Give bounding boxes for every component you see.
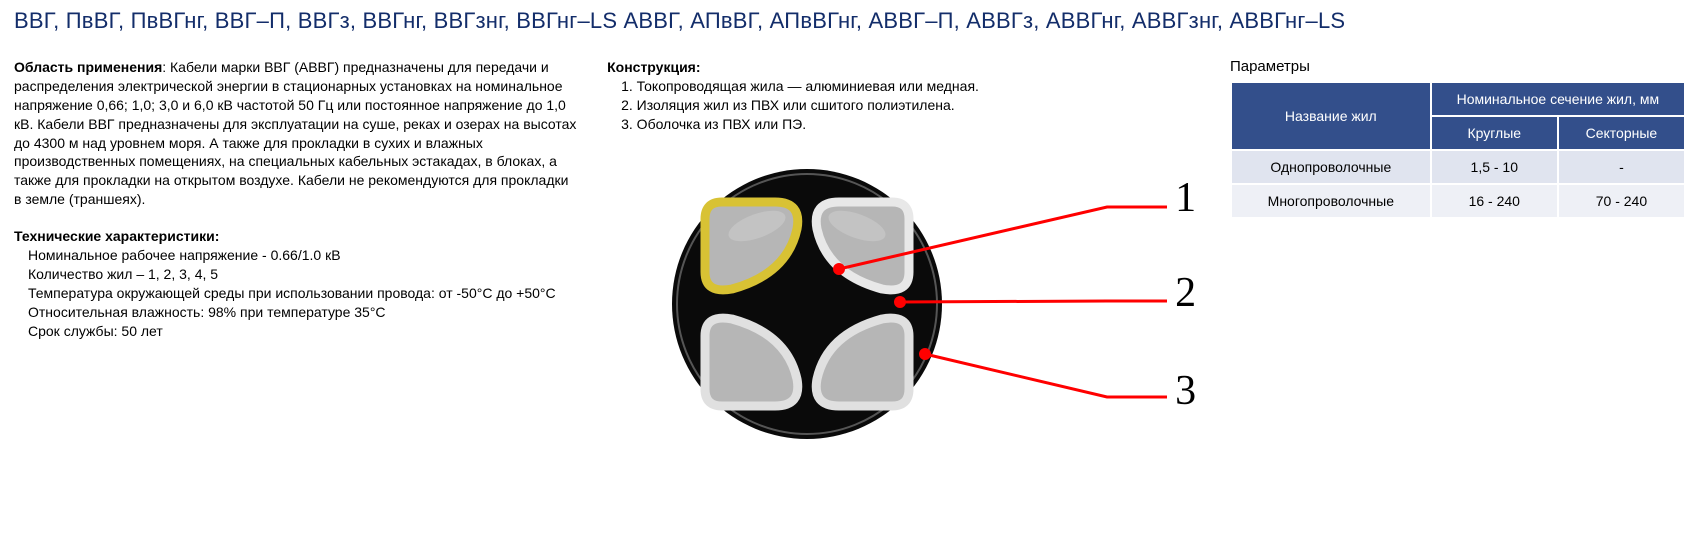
application-label: Область применения — [14, 59, 162, 75]
params-th-sector: Секторные — [1558, 116, 1685, 150]
construction-block: Конструкция: 1. Токопроводящая жила — ал… — [607, 58, 1202, 134]
leader-lines — [607, 154, 1207, 474]
table-row: Многопроволочные 16 - 240 70 - 240 — [1231, 184, 1685, 218]
specs-item: Количество жил – 1, 2, 3, 4, 5 — [28, 265, 579, 284]
params-table: Название жил Номинальное сечение жил, мм… — [1230, 81, 1686, 219]
diagram-label-1: 1 — [1175, 174, 1196, 222]
column-left: Область применения: Кабели марки ВВГ (АВ… — [14, 58, 579, 358]
column-right: Параметры Название жил Номинальное сечен… — [1230, 58, 1686, 219]
diagram-label-2: 2 — [1175, 269, 1196, 317]
specs-label: Технические характеристики: — [14, 228, 219, 244]
construction-item: 2. Изоляция жил из ПВХ или сшитого полиэ… — [621, 96, 1202, 115]
cell: 1,5 - 10 — [1431, 150, 1558, 184]
specs-item: Температура окружающей среды при использ… — [28, 284, 579, 303]
construction-label: Конструкция: — [607, 59, 700, 75]
cell: - — [1558, 150, 1685, 184]
cable-diagram: 1 2 3 — [607, 154, 1202, 474]
construction-list: 1. Токопроводящая жила — алюминиевая или… — [607, 77, 1202, 134]
page-title: ВВГ, ПвВГ, ПвВГнг, ВВГ–П, ВВГз, ВВГнг, В… — [14, 8, 1686, 34]
construction-item: 3. Оболочка из ПВХ или ПЭ. — [621, 115, 1202, 134]
params-title: Параметры — [1230, 58, 1686, 75]
specs-item: Срок службы: 50 лет — [28, 322, 579, 341]
params-th-round: Круглые — [1431, 116, 1558, 150]
specs-block: Технические характеристики: Номинальное … — [14, 227, 579, 340]
params-th-group: Номинальное сечение жил, мм — [1431, 82, 1685, 116]
content-columns: Область применения: Кабели марки ВВГ (АВ… — [14, 58, 1686, 474]
specs-item: Номинальное рабочее напряжение - 0.66/1.… — [28, 246, 579, 265]
specs-list: Номинальное рабочее напряжение - 0.66/1.… — [14, 246, 579, 340]
diagram-label-3: 3 — [1175, 367, 1196, 415]
application-block: Область применения: Кабели марки ВВГ (АВ… — [14, 58, 579, 209]
column-middle: Конструкция: 1. Токопроводящая жила — ал… — [607, 58, 1202, 474]
cell: 70 - 240 — [1558, 184, 1685, 218]
params-th-name: Название жил — [1231, 82, 1431, 150]
cell: Однопроволочные — [1231, 150, 1431, 184]
table-row: Однопроволочные 1,5 - 10 - — [1231, 150, 1685, 184]
specs-item: Относительная влажность: 98% при темпера… — [28, 303, 579, 322]
construction-item: 1. Токопроводящая жила — алюминиевая или… — [621, 77, 1202, 96]
cell: 16 - 240 — [1431, 184, 1558, 218]
cell: Многопроволочные — [1231, 184, 1431, 218]
application-text: : Кабели марки ВВГ (АВВГ) предназначены … — [14, 59, 576, 207]
